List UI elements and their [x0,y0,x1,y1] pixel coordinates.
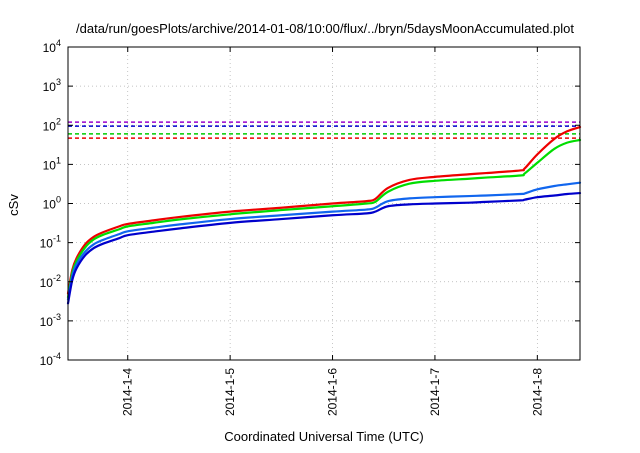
y-tick-base: 10 [43,198,57,212]
y-axis-label: cSv [6,194,21,216]
y-tick-base: 10 [40,354,54,368]
y-tick-label: 10-2 [40,273,61,290]
y-tick-label: 103 [43,77,61,94]
y-tick-base: 10 [43,158,57,172]
y-tick-base: 10 [43,119,57,133]
y-tick-base: 10 [40,276,54,290]
y-tick-base: 10 [43,41,57,55]
y-tick-base: 10 [43,80,57,94]
y-tick-label: 100 [43,195,61,212]
y-tick-label: 102 [43,116,61,133]
y-tick-label: 10-3 [40,312,61,329]
y-tick-exponent: -3 [53,312,61,322]
y-tick-exponent: 0 [56,195,61,205]
y-tick-exponent: 3 [56,77,61,87]
y-tick-label: 101 [43,155,61,172]
x-tick-label: 2014-1-6 [326,368,340,416]
y-tick-exponent: -2 [53,273,61,283]
y-tick-exponent: -4 [53,351,61,361]
series-lines [66,125,582,305]
y-tick-exponent: 1 [56,155,61,165]
y-tick-exponent: 2 [56,116,61,126]
y-tick-label: 104 [43,38,61,55]
y-tick-base: 10 [40,315,54,329]
y-tick-exponent: -1 [53,234,61,244]
threshold-lines [68,121,580,139]
x-axis-label: Coordinated Universal Time (UTC) [224,429,423,444]
x-tick-label: 2014-1-5 [223,368,237,416]
series-line [66,181,582,301]
series-line [66,138,582,299]
x-tick-label: 2014-1-7 [428,368,442,416]
x-tick-label: 2014-1-4 [121,368,135,416]
x-tick-label: 2014-1-8 [530,368,544,416]
series-line [66,191,582,305]
series-line [66,125,582,295]
y-tick-label: 10-1 [40,234,61,251]
y-tick-label: 10-4 [40,351,61,368]
y-tick-exponent: 4 [56,38,61,48]
chart-title: /data/run/goesPlots/archive/2014-01-08/1… [76,21,574,36]
y-tick-base: 10 [40,237,54,251]
